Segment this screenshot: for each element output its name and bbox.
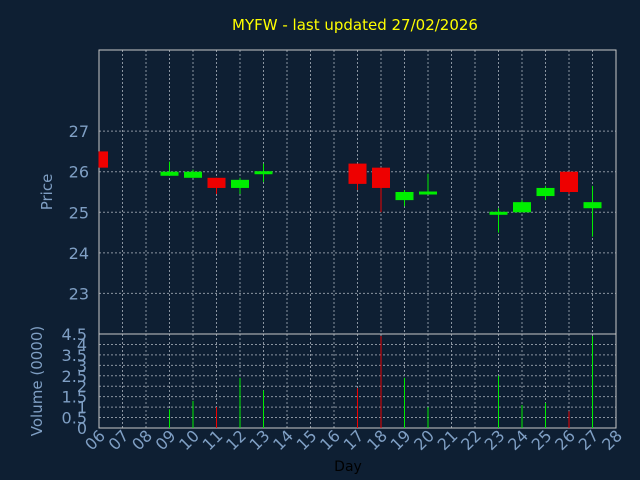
volume-panel: 00.511.522.533.544.506070809101112131415… bbox=[62, 325, 626, 454]
price-tick-label: 27 bbox=[69, 122, 89, 141]
volume-tick-label: 3 bbox=[77, 356, 87, 375]
chart-title: MYFW - last updated 27/02/2026 bbox=[232, 16, 478, 34]
price-axis-label: Price bbox=[38, 174, 56, 211]
volume-tick-label: 1 bbox=[77, 398, 87, 417]
volume-tick-label: 0 bbox=[77, 419, 87, 438]
candle-body bbox=[99, 151, 108, 168]
candle-body bbox=[489, 211, 508, 215]
candle-body bbox=[536, 187, 555, 197]
price-tick-label: 23 bbox=[69, 284, 89, 303]
price-panel: 23 24 25 26 27 bbox=[69, 49, 617, 335]
volume-tick-label: 2 bbox=[77, 377, 87, 396]
price-tick-label: 24 bbox=[69, 244, 89, 263]
candle-body bbox=[348, 163, 367, 184]
volume-tick-label: 1.5 bbox=[62, 388, 87, 407]
volume-axis-label: Volume (0000) bbox=[28, 326, 46, 436]
volume-tick-label: 4 bbox=[77, 335, 87, 354]
candle-body bbox=[513, 202, 531, 213]
candle-body bbox=[207, 177, 226, 188]
candle-body bbox=[560, 171, 578, 192]
price-tick-label: 26 bbox=[69, 163, 89, 182]
x-axis-label: Day bbox=[334, 459, 362, 475]
volume-tick-label: 4.5 bbox=[62, 325, 87, 344]
volume-tick-label: 3.5 bbox=[62, 346, 87, 365]
candle-body bbox=[254, 171, 273, 175]
price-tick-label: 25 bbox=[69, 203, 89, 222]
candle-body bbox=[395, 192, 414, 201]
candle-body bbox=[231, 179, 249, 188]
candle-body bbox=[184, 171, 202, 178]
candle-body bbox=[419, 191, 437, 195]
volume-tick-label: 2.5 bbox=[62, 367, 87, 386]
candle-body bbox=[160, 171, 179, 176]
volume-tick-label: 0.5 bbox=[62, 409, 87, 428]
candle-body bbox=[372, 167, 390, 188]
candle-body bbox=[583, 202, 602, 209]
x-tick-label: 28 bbox=[598, 426, 626, 454]
